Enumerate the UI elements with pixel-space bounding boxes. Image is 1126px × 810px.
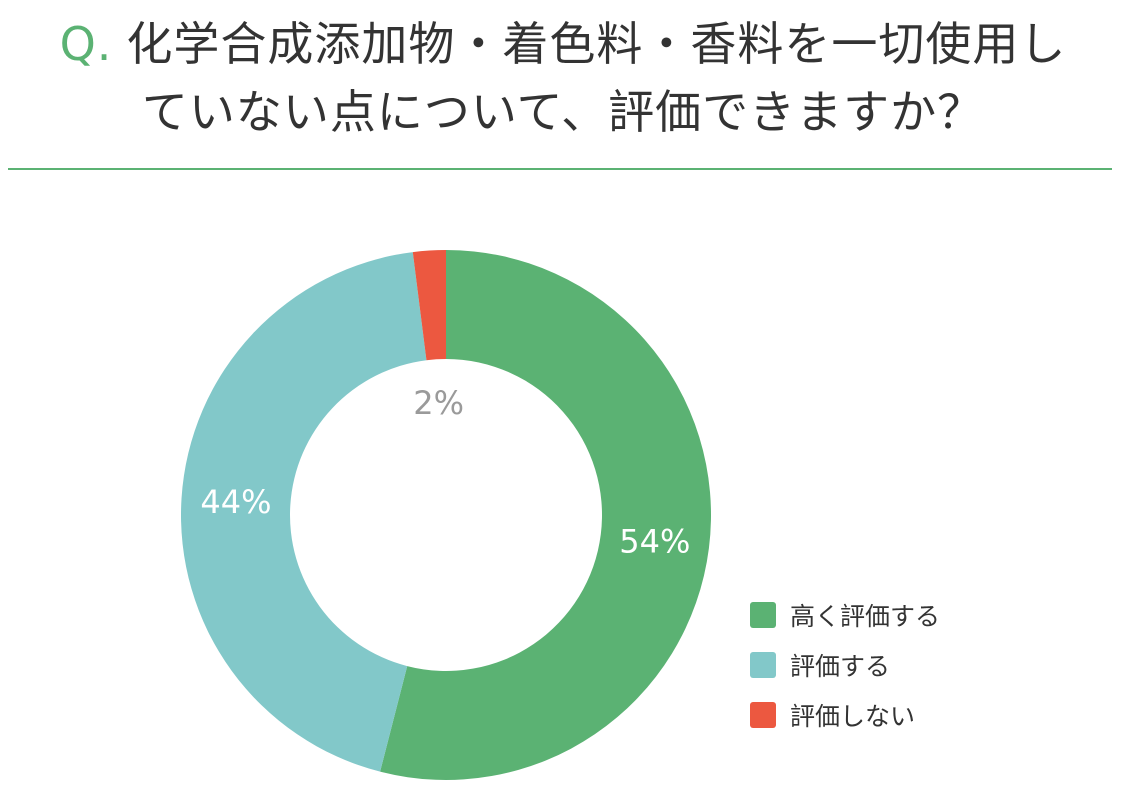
legend-swatch — [750, 702, 776, 728]
data-label-negative: 2% — [413, 384, 464, 422]
title-line-1: Q. 化学合成添加物・着色料・香料を一切使用し — [0, 10, 1126, 78]
title-text-1: 化学合成添加物・着色料・香料を一切使用し — [126, 17, 1067, 71]
title-line-2: ていない点について、評価できますか？ — [141, 85, 985, 139]
data-label-high: 54% — [619, 522, 690, 560]
legend-label: 高く評価する — [790, 602, 941, 631]
slice-negative — [412, 250, 446, 361]
chart-slices — [181, 250, 711, 780]
legend-item-positive: 評価する — [750, 640, 940, 690]
legend-swatch — [750, 652, 776, 678]
chart-data-labels: 54% 44% 2% — [200, 384, 690, 560]
slice-positive — [181, 252, 427, 772]
legend-label: 評価しない — [790, 702, 916, 731]
legend-swatch — [750, 602, 776, 628]
data-label-positive: 44% — [200, 483, 271, 521]
chart-legend: 高く評価する 評価する 評価しない — [750, 590, 940, 740]
legend-item-negative: 評価しない — [750, 690, 940, 740]
question-prefix: Q. — [59, 17, 113, 71]
page-title: Q. 化学合成添加物・着色料・香料を一切使用し ていない点について、評価できますか… — [0, 10, 1126, 146]
legend-item-high: 高く評価する — [750, 590, 940, 640]
slice-high — [380, 250, 711, 780]
legend-label: 評価する — [790, 652, 891, 681]
title-divider — [8, 168, 1112, 170]
